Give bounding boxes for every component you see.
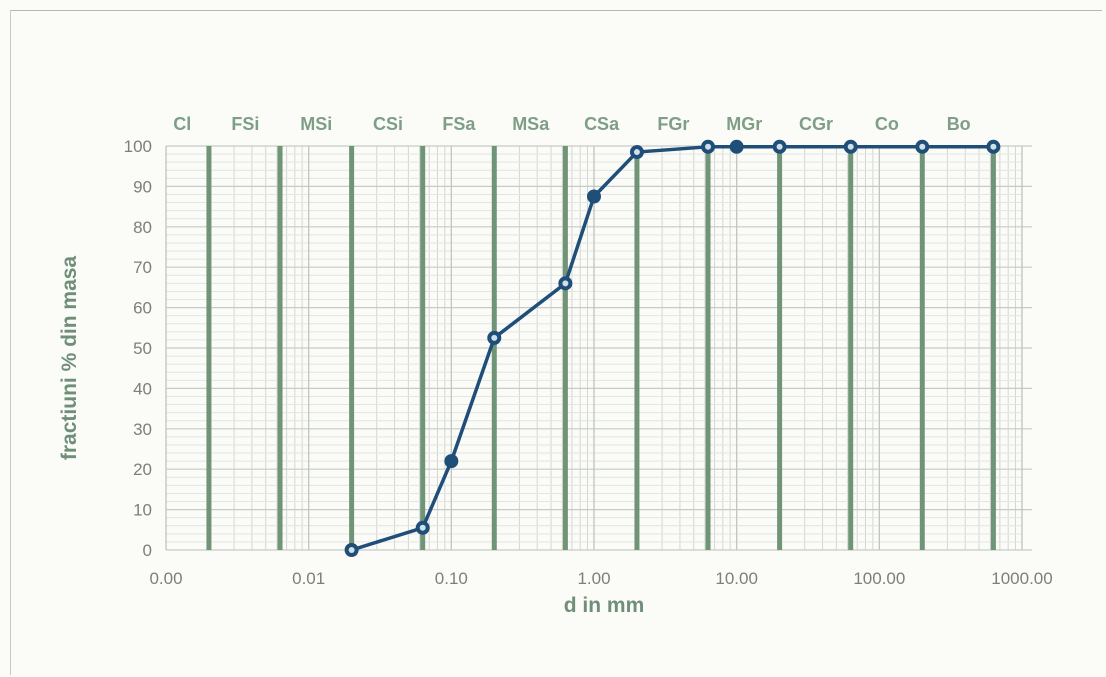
y-tick-label: 70 [133,258,152,277]
x-tick-label: 10.00 [715,569,758,588]
data-point [487,330,502,345]
class-label: MGr [726,114,762,134]
x-axis-title: d in mm [564,594,645,617]
class-label: MSi [300,114,332,134]
y-tick-label: 100 [124,137,152,156]
data-point [986,139,1001,154]
data-point-highlight [633,149,640,156]
y-axis-ticks: 0 10 20 30 40 50 60 70 80 90 100 [124,137,152,560]
class-label: MSa [512,114,550,134]
frame-border-top [10,10,1102,11]
class-label: CGr [799,114,833,134]
data-point [729,139,744,154]
data-point-highlight [919,143,926,150]
data-point-highlight [419,524,426,531]
y-tick-label: 80 [133,218,152,237]
data-point [444,454,459,469]
data-point-highlight [491,334,498,341]
frame-border-left [10,10,11,675]
y-tick-label: 90 [133,177,152,196]
class-label: FGr [657,114,689,134]
data-point-marker [587,189,601,204]
data-point-highlight [776,143,783,150]
x-tick-label: 0.01 [292,569,325,588]
x-tick-label: 100.00 [853,569,905,588]
class-label: Cl [173,114,191,134]
y-tick-label: 50 [133,339,152,358]
data-point [558,276,573,291]
data-point-highlight [348,547,355,553]
y-tick-label: 30 [133,420,152,439]
data-point [843,139,858,154]
data-point [415,520,430,535]
x-axis-ticks: 0.00 0.01 0.10 1.00 10.00 100.00 1000.00 [149,569,1052,588]
y-tick-label: 60 [133,299,152,318]
x-tick-label: 0.00 [149,569,182,588]
data-point-highlight [705,143,712,150]
data-point-highlight [990,143,997,150]
x-tick-label: 0.10 [435,569,468,588]
data-point [587,189,601,204]
class-label: CSi [373,114,403,134]
x-tick-label: 1000.00 [991,569,1052,588]
y-tick-label: 20 [133,460,152,479]
major-gridlines [165,145,1032,551]
series-grading-curve [344,139,1001,557]
soil-class-labels: Cl FSi MSi CSi FSa MSa CSa FGr MGr CGr Co Bo [173,114,970,134]
class-label: Co [875,114,899,134]
x-tick-label: 1.00 [577,569,610,588]
class-label: FSa [442,114,476,134]
data-point [772,139,787,154]
data-point-marker [444,454,459,469]
data-point [915,139,930,154]
y-tick-label: 40 [133,379,152,398]
class-boundaries [206,146,996,550]
class-label: FSi [231,114,259,134]
class-label: Bo [947,114,971,134]
data-point [629,145,644,160]
data-point [344,543,359,557]
class-label: CSa [584,114,620,134]
data-point-highlight [847,143,854,150]
data-point [701,139,716,154]
data-point-marker [729,139,744,154]
y-tick-label: 0 [143,541,152,560]
data-point-highlight [562,280,569,287]
y-axis-title: fractiuni % din masa [58,256,81,461]
y-tick-label: 10 [133,501,152,520]
